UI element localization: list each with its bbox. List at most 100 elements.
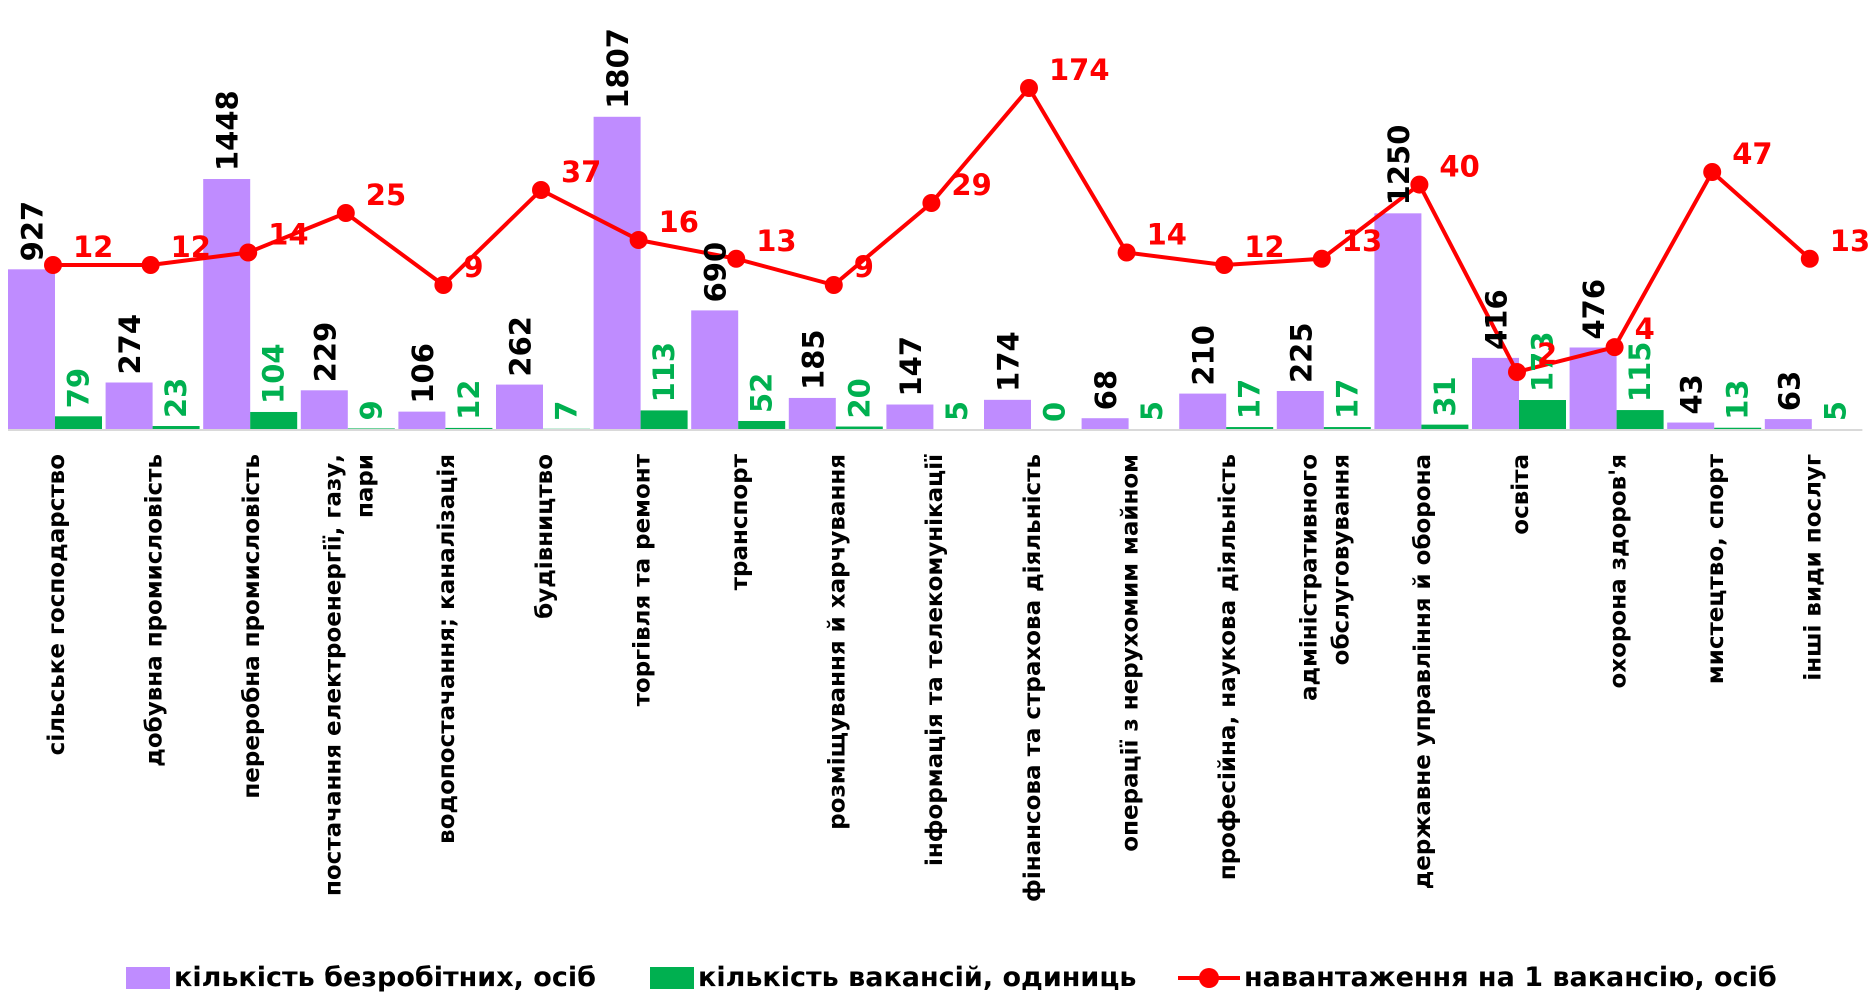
label-vacancies: 5 bbox=[1135, 401, 1169, 421]
label-load: 47 bbox=[1732, 137, 1772, 171]
label-load: 13 bbox=[1342, 224, 1382, 258]
point-load bbox=[1703, 163, 1722, 181]
point-load bbox=[922, 194, 941, 212]
bar-vacancies bbox=[835, 426, 883, 430]
category-label: постачання електроенергії, газу, bbox=[321, 454, 347, 896]
bar-unemployed bbox=[691, 310, 739, 430]
bar-unemployed bbox=[1276, 391, 1324, 430]
label-vacancies: 115 bbox=[1623, 342, 1657, 403]
category-label: адміністративного bbox=[1297, 454, 1323, 701]
point-load bbox=[1117, 243, 1136, 262]
label-load: 9 bbox=[854, 250, 874, 284]
label-load: 12 bbox=[171, 230, 211, 264]
label-vacancies: 173 bbox=[1526, 331, 1560, 392]
label-vacancies: 113 bbox=[647, 342, 681, 403]
point-load bbox=[1020, 79, 1038, 97]
category-label: водопостачання; каналізація bbox=[434, 454, 460, 844]
bar-vacancies bbox=[250, 411, 298, 430]
label-vacancies: 52 bbox=[745, 373, 779, 413]
label-unemployed: 229 bbox=[308, 322, 342, 383]
label-vacancies: 12 bbox=[452, 380, 486, 420]
bar-unemployed bbox=[496, 384, 543, 430]
point-load bbox=[1800, 249, 1819, 268]
label-load: 13 bbox=[756, 224, 796, 258]
bar-unemployed bbox=[788, 397, 836, 430]
point-load bbox=[44, 256, 62, 274]
bar-vacancies bbox=[55, 416, 102, 430]
label-unemployed: 1448 bbox=[211, 90, 245, 171]
category-label: операції з нерухомим майном bbox=[1117, 454, 1143, 852]
bar-vacancies bbox=[1421, 424, 1469, 430]
label-unemployed: 43 bbox=[1675, 374, 1709, 414]
category-label: державне управління й оборона bbox=[1410, 454, 1436, 889]
category-label: розміщування й харчування bbox=[825, 454, 851, 830]
label-vacancies: 17 bbox=[1330, 379, 1364, 419]
label-vacancies: 20 bbox=[842, 378, 876, 418]
label-load: 29 bbox=[951, 168, 991, 202]
point-load bbox=[727, 249, 746, 268]
label-unemployed: 106 bbox=[406, 343, 440, 404]
bar-unemployed bbox=[1179, 393, 1227, 430]
label-load: 9 bbox=[463, 250, 483, 284]
label-vacancies: 0 bbox=[1038, 402, 1072, 422]
bar-unemployed bbox=[300, 390, 348, 430]
label-unemployed: 927 bbox=[16, 201, 50, 262]
label-unemployed: 262 bbox=[504, 316, 538, 377]
bar-unemployed bbox=[8, 269, 55, 430]
bar-vacancies bbox=[1226, 427, 1274, 430]
bar-vacancies bbox=[1714, 427, 1762, 430]
category-label: сільське господарство bbox=[44, 454, 70, 755]
legend-item-load: навантаження на 1 вакансію, осіб bbox=[1178, 962, 1777, 993]
category-label: добувна промисловість bbox=[141, 454, 167, 767]
category-label: переробна промисловість bbox=[239, 454, 265, 799]
bar-vacancies bbox=[1323, 427, 1371, 430]
category-label: інформація та телекомунікації bbox=[922, 454, 948, 866]
point-load bbox=[1215, 256, 1234, 274]
point-load bbox=[434, 276, 453, 294]
legend-label-load: навантаження на 1 вакансію, осіб bbox=[1244, 962, 1777, 993]
label-unemployed: 1250 bbox=[1382, 125, 1416, 206]
label-unemployed: 63 bbox=[1772, 371, 1806, 411]
point-load bbox=[532, 181, 550, 199]
point-load bbox=[1605, 338, 1624, 357]
label-unemployed: 274 bbox=[113, 314, 147, 375]
bar-vacancies bbox=[640, 410, 688, 430]
bar-vacancies bbox=[1519, 400, 1566, 430]
bar-vacancies bbox=[738, 420, 786, 430]
bars-group bbox=[8, 116, 1859, 430]
label-unemployed: 1807 bbox=[601, 28, 635, 109]
legend-swatch-unemployed bbox=[126, 966, 170, 989]
bar-unemployed bbox=[398, 411, 446, 430]
label-load: 12 bbox=[73, 230, 113, 264]
category-label: фінансова та страхова діяльність bbox=[1020, 454, 1046, 902]
label-unemployed: 174 bbox=[992, 331, 1026, 392]
label-unemployed: 690 bbox=[699, 242, 733, 303]
legend-item-unemployed: кількість безробітних, осіб bbox=[126, 962, 596, 993]
category-label: обслуговування bbox=[1329, 454, 1355, 665]
label-vacancies: 17 bbox=[1233, 379, 1267, 419]
label-unemployed: 185 bbox=[796, 329, 830, 390]
bar-unemployed bbox=[1081, 418, 1129, 430]
label-unemployed: 210 bbox=[1187, 325, 1221, 386]
label-unemployed: 147 bbox=[894, 336, 928, 397]
point-load bbox=[1312, 249, 1331, 268]
label-vacancies: 13 bbox=[1721, 379, 1755, 419]
label-load: 13 bbox=[1830, 224, 1868, 258]
label-vacancies: 23 bbox=[159, 378, 193, 418]
category-label: охорона здоров'я bbox=[1605, 454, 1631, 689]
label-vacancies: 9 bbox=[354, 400, 388, 420]
label-load: 174 bbox=[1049, 53, 1110, 87]
point-load bbox=[629, 231, 648, 249]
bar-unemployed bbox=[593, 116, 641, 430]
label-vacancies: 79 bbox=[62, 368, 96, 408]
label-unemployed: 476 bbox=[1577, 279, 1611, 340]
label-vacancies: 7 bbox=[550, 401, 584, 421]
point-load bbox=[1410, 175, 1429, 194]
label-load: 16 bbox=[659, 205, 699, 239]
label-load: 2 bbox=[1537, 337, 1557, 371]
label-load: 4 bbox=[1635, 312, 1655, 346]
bar-unemployed bbox=[1667, 422, 1715, 430]
legend-swatch-vacancies bbox=[650, 966, 694, 989]
point-load bbox=[336, 204, 355, 222]
